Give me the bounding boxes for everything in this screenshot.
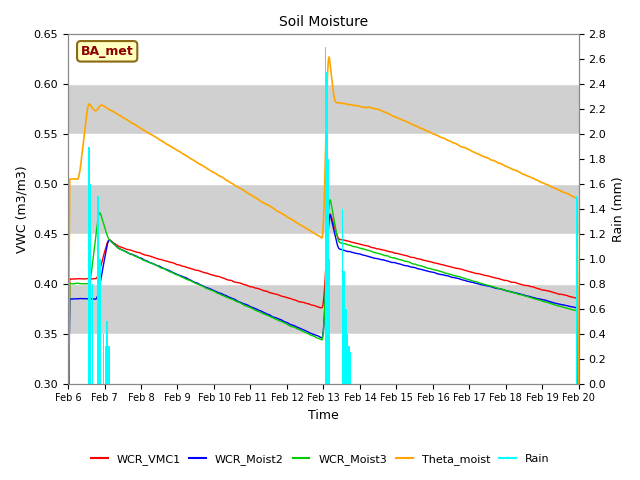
WCR_VMC1 [510,279,518,285]
Bar [68,35,579,84]
Theta_moist [64,428,72,434]
Line: Theta_moist: Theta_moist [68,57,579,441]
WCR_Moist2 [282,319,290,325]
Theta_moist [260,200,268,206]
WCR_Moist2 [510,289,518,295]
Line: WCR_VMC1: WCR_VMC1 [68,214,579,480]
Theta_moist [575,438,582,444]
Legend: WCR_VMC1, WCR_Moist2, WCR_Moist3, Theta_moist, Rain: WCR_VMC1, WCR_Moist2, WCR_Moist3, Theta_… [86,450,554,469]
WCR_Moist2 [326,212,334,218]
Bar [68,334,579,384]
WCR_Moist3 [282,321,290,326]
Theta_moist [122,117,130,122]
Title: Soil Moisture: Soil Moisture [279,15,368,29]
Line: WCR_Moist2: WCR_Moist2 [68,215,579,480]
Theta_moist [565,192,573,197]
WCR_Moist3 [122,249,130,255]
Theta_moist [325,54,333,60]
WCR_VMC1 [260,288,268,294]
WCR_Moist3 [326,197,334,203]
Theta_moist [153,135,161,141]
Bar [68,184,579,234]
WCR_Moist2 [122,249,130,254]
WCR_VMC1 [64,478,72,480]
X-axis label: Time: Time [308,409,339,422]
WCR_Moist3 [565,306,573,312]
WCR_VMC1 [565,294,573,300]
Y-axis label: Rain (mm): Rain (mm) [612,176,625,242]
Y-axis label: VWC (m3/m3): VWC (m3/m3) [15,165,28,253]
WCR_Moist2 [565,303,573,309]
WCR_VMC1 [326,211,334,217]
WCR_Moist3 [153,263,161,268]
WCR_VMC1 [282,295,290,300]
WCR_VMC1 [122,246,130,252]
WCR_Moist3 [260,311,268,317]
Bar [68,284,579,334]
WCR_Moist2 [153,263,161,268]
WCR_Moist3 [510,290,518,296]
Bar [68,234,579,284]
Text: BA_met: BA_met [81,45,134,58]
WCR_VMC1 [153,255,161,261]
Bar [68,84,579,134]
Theta_moist [282,213,290,219]
Theta_moist [510,167,518,173]
Bar [68,134,579,184]
Line: WCR_Moist3: WCR_Moist3 [68,200,579,480]
WCR_Moist2 [260,310,268,315]
